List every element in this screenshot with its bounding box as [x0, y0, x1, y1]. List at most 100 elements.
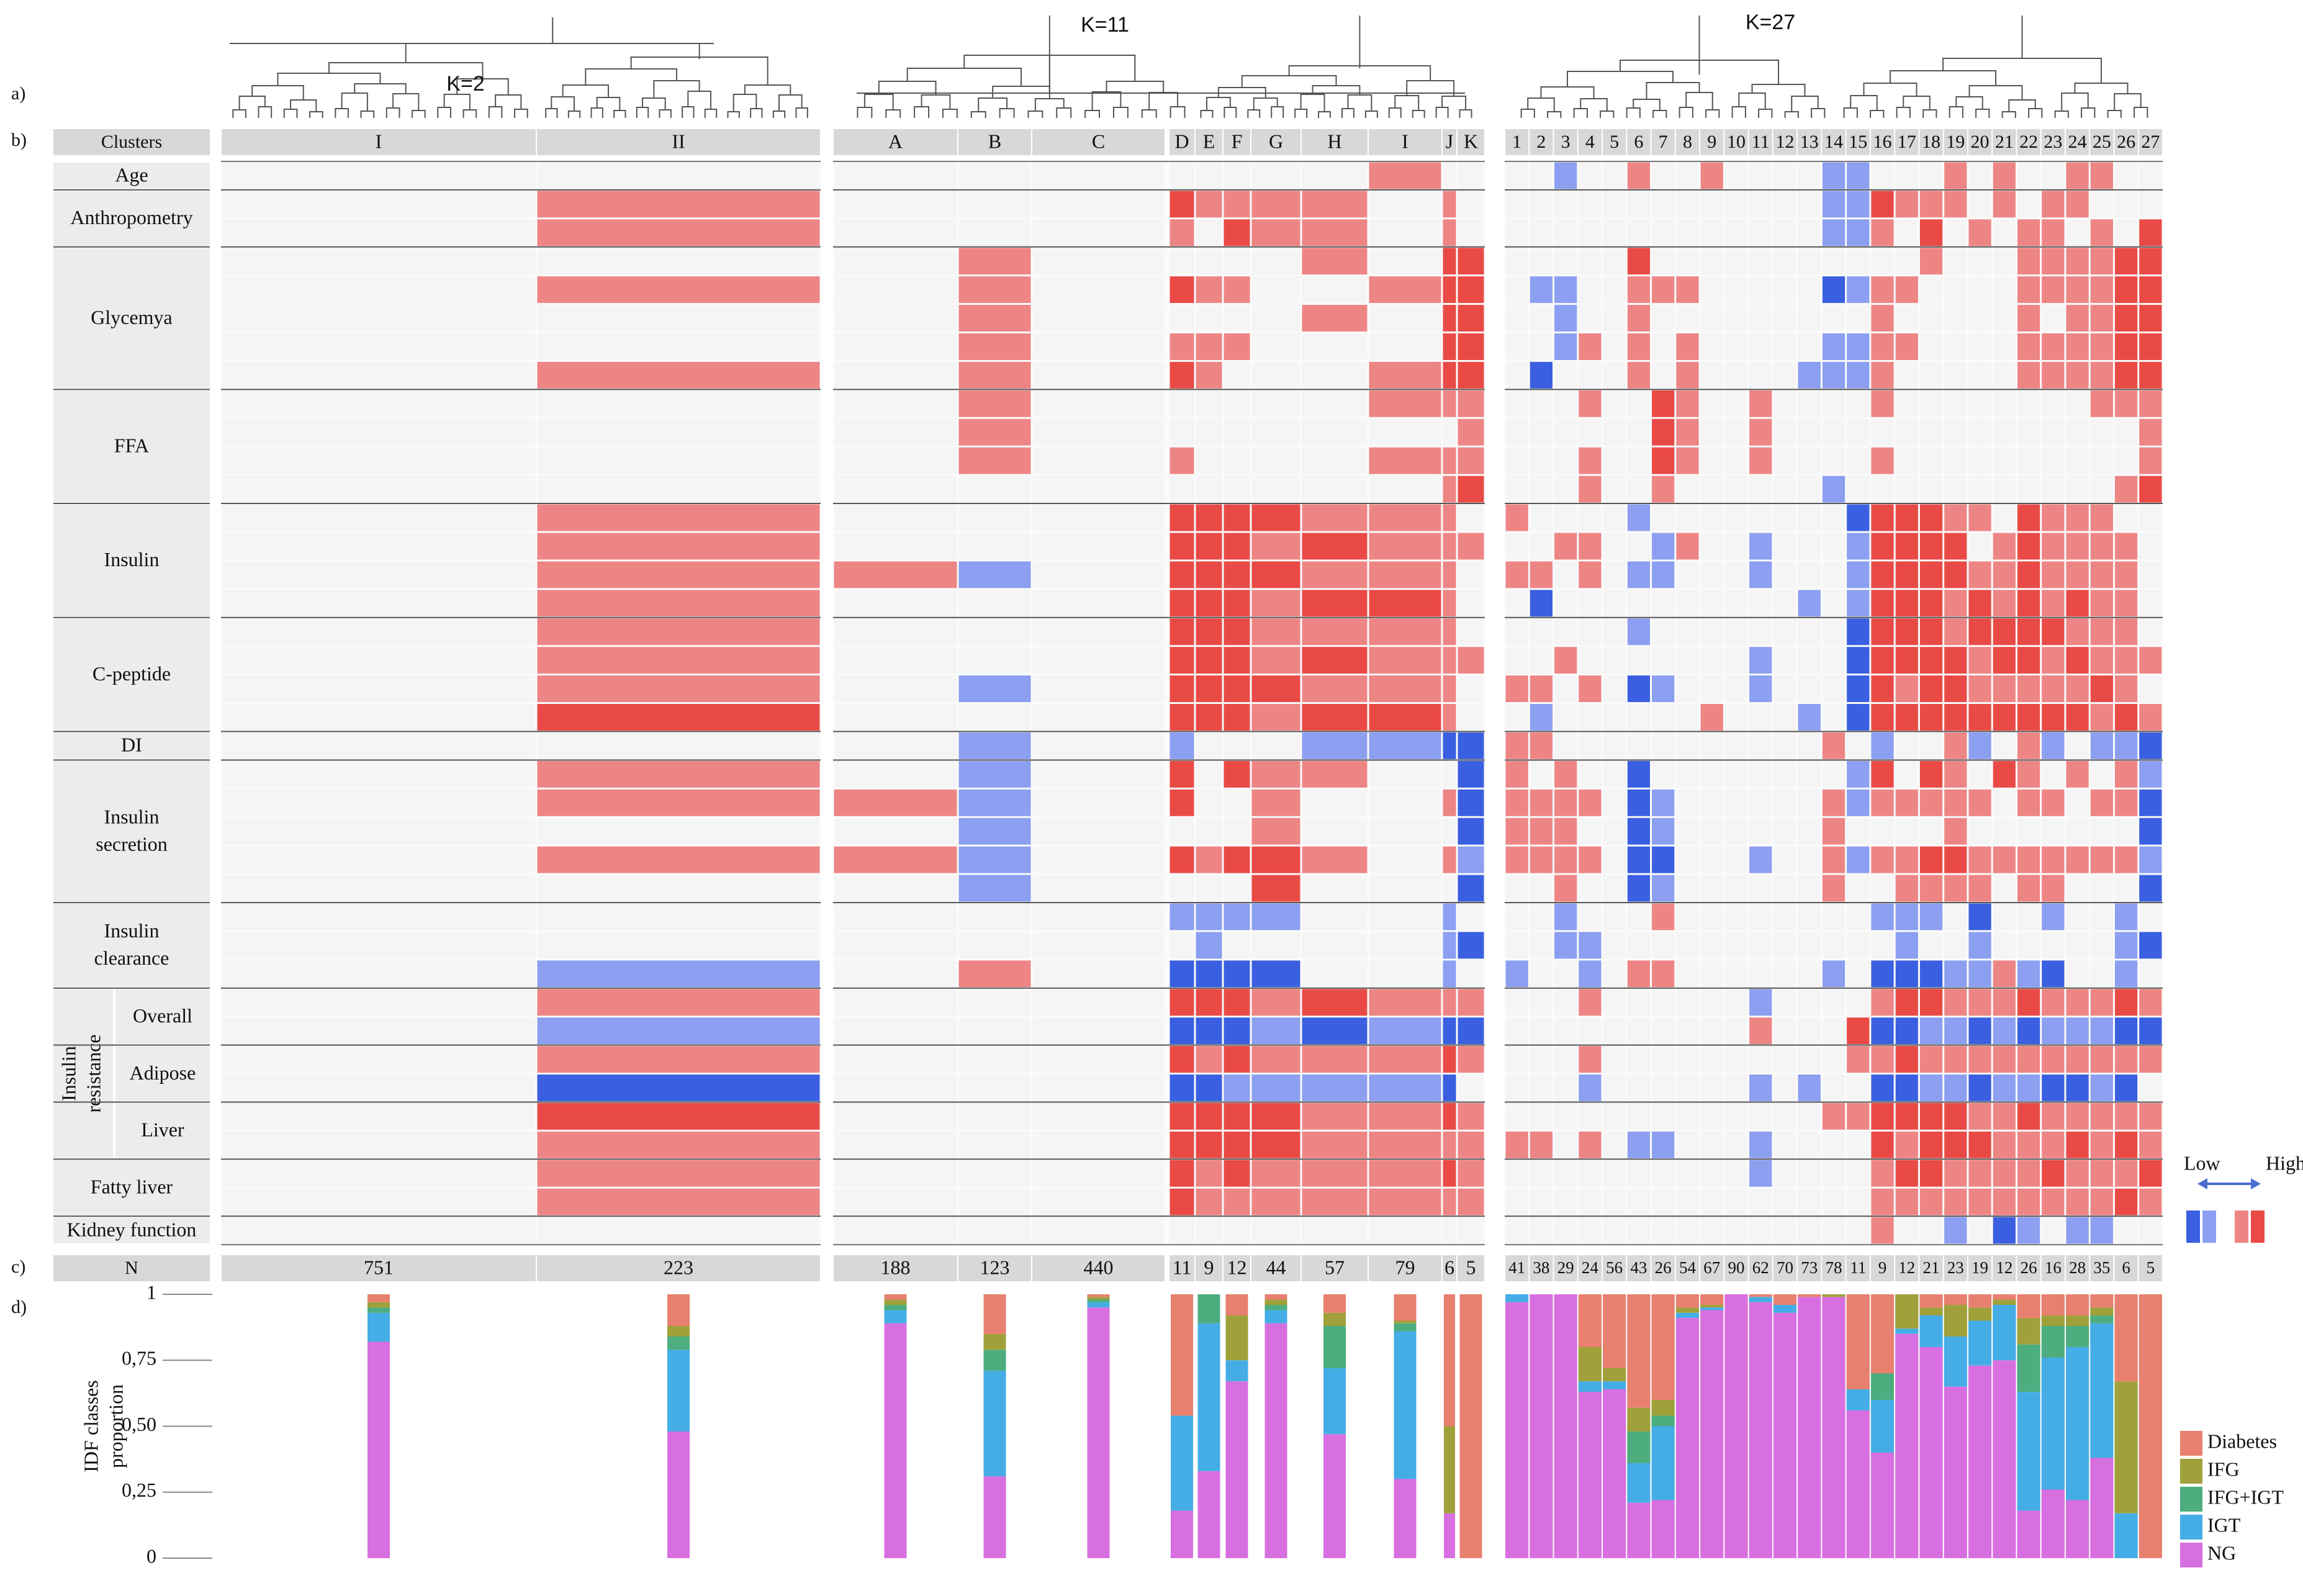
cluster-header-cell: [1224, 129, 1250, 155]
n-value: 751: [364, 1256, 394, 1278]
heat-cell: [1676, 989, 1699, 1016]
heat-cell: [2090, 390, 2113, 417]
heat-cell: [834, 276, 957, 304]
row-group-label: Liver: [141, 1119, 184, 1141]
heat-cell: [1700, 590, 1723, 617]
heat-cell: [2139, 1188, 2162, 1215]
dendrogram-branch: [232, 109, 246, 118]
n-value: 19: [1972, 1258, 1988, 1277]
cluster-header-cell: [1603, 129, 1626, 155]
heat-cell: [834, 1217, 957, 1244]
heat-cell: [2066, 1188, 2089, 1215]
heat-cell: [1554, 675, 1577, 702]
heat-cell: [2042, 162, 2065, 189]
heat-cell: [1968, 732, 1991, 759]
heat-cell: [1530, 418, 1553, 446]
heat-cell: [1603, 333, 1626, 360]
heat-cell: [1749, 361, 1772, 389]
heat-cell: [1700, 818, 1723, 845]
heat-cell: [1554, 1188, 1577, 1215]
heat-cell: [834, 162, 957, 189]
heat-cell: [1895, 647, 1918, 674]
heat-cell: [537, 1188, 820, 1215]
heat-cell: [2066, 1017, 2089, 1045]
heat-cell: [1302, 960, 1368, 988]
heat-cell: [2139, 447, 2162, 474]
heat-cell: [537, 191, 820, 218]
heat-cell: [1968, 162, 1991, 189]
heat-cell: [1302, 390, 1368, 417]
heat-cell: [2139, 675, 2162, 702]
heat-cell: [1700, 789, 1723, 816]
bar-segment: [1700, 1294, 1724, 1305]
bar-segment: [1651, 1426, 1675, 1500]
heat-cell: [1224, 932, 1250, 959]
heat-cell: [1749, 191, 1772, 218]
bar-segment: [1919, 1315, 1943, 1347]
heat-cell: [1676, 248, 1699, 275]
heat-cell: [2139, 875, 2162, 902]
heat-cell: [1530, 960, 1553, 988]
heat-cell: [1895, 1017, 1918, 1045]
bar-segment: [1394, 1479, 1417, 1558]
heat-cell: [1530, 1217, 1553, 1244]
heat-cell: [1505, 533, 1528, 560]
heat-cell: [1579, 846, 1602, 873]
heat-cell: [1196, 732, 1222, 759]
heat-cell: [1847, 476, 1870, 503]
bar-segment: [2041, 1315, 2065, 1326]
heat-cell: [1530, 1131, 1553, 1158]
heat-cell: [1224, 390, 1250, 417]
heat-cell: [1627, 248, 1651, 275]
heat-cell: [2066, 789, 2089, 816]
heat-cell: [1944, 219, 1967, 246]
heat-cell: [1652, 989, 1675, 1016]
heat-cell: [834, 447, 957, 474]
heat-cell: [2090, 760, 2113, 788]
heat-cell: [1196, 1102, 1222, 1130]
heat-cell: [1871, 418, 1894, 446]
heat-cell: [1847, 504, 1870, 531]
scale-swatch: [2202, 1211, 2216, 1243]
heat-cell: [2042, 418, 2065, 446]
heat-cell: [1579, 618, 1602, 646]
dendrogram-branch: [1811, 108, 1826, 118]
heat-cell: [1224, 704, 1250, 731]
heat-cell: [1627, 219, 1651, 246]
heat-cell: [1554, 162, 1577, 189]
heat-cell: [222, 675, 536, 702]
cluster-label: 20: [1971, 132, 1990, 152]
heat-cell: [1968, 1074, 1991, 1101]
heat-cell: [1993, 305, 2016, 332]
heat-cell: [2114, 675, 2138, 702]
heat-cell: [1847, 760, 1870, 788]
heat-cell: [1652, 447, 1675, 474]
cluster-label: I: [1402, 130, 1408, 152]
heat-cell: [2017, 333, 2040, 360]
heat-cell: [1895, 1046, 1918, 1073]
heat-cell: [1627, 476, 1651, 503]
heat-cell: [1822, 647, 1846, 674]
heat-cell: [1919, 618, 1943, 646]
heat-cell: [2042, 760, 2065, 788]
cluster-header-cell: [1627, 129, 1651, 155]
heat-cell: [1895, 789, 1918, 816]
heat-cell: [2090, 1131, 2113, 1158]
heat-cell: [1822, 732, 1846, 759]
heat-cell: [1822, 390, 1846, 417]
heat-cell: [1170, 1131, 1194, 1158]
bar-segment: [1444, 1426, 1455, 1513]
heat-cell: [2114, 191, 2138, 218]
heat-cell: [1170, 305, 1194, 332]
heat-cell: [1603, 191, 1626, 218]
heat-cell: [1554, 191, 1577, 218]
heat-cell: [958, 219, 1031, 246]
heat-cell: [1676, 219, 1699, 246]
heat-cell: [1798, 818, 1821, 845]
n-value: 70: [1777, 1258, 1793, 1277]
heat-cell: [2139, 960, 2162, 988]
heat-cell: [2090, 1102, 2113, 1130]
heat-cell: [1251, 248, 1300, 275]
heat-cell: [1579, 704, 1602, 731]
heat-cell: [958, 647, 1031, 674]
